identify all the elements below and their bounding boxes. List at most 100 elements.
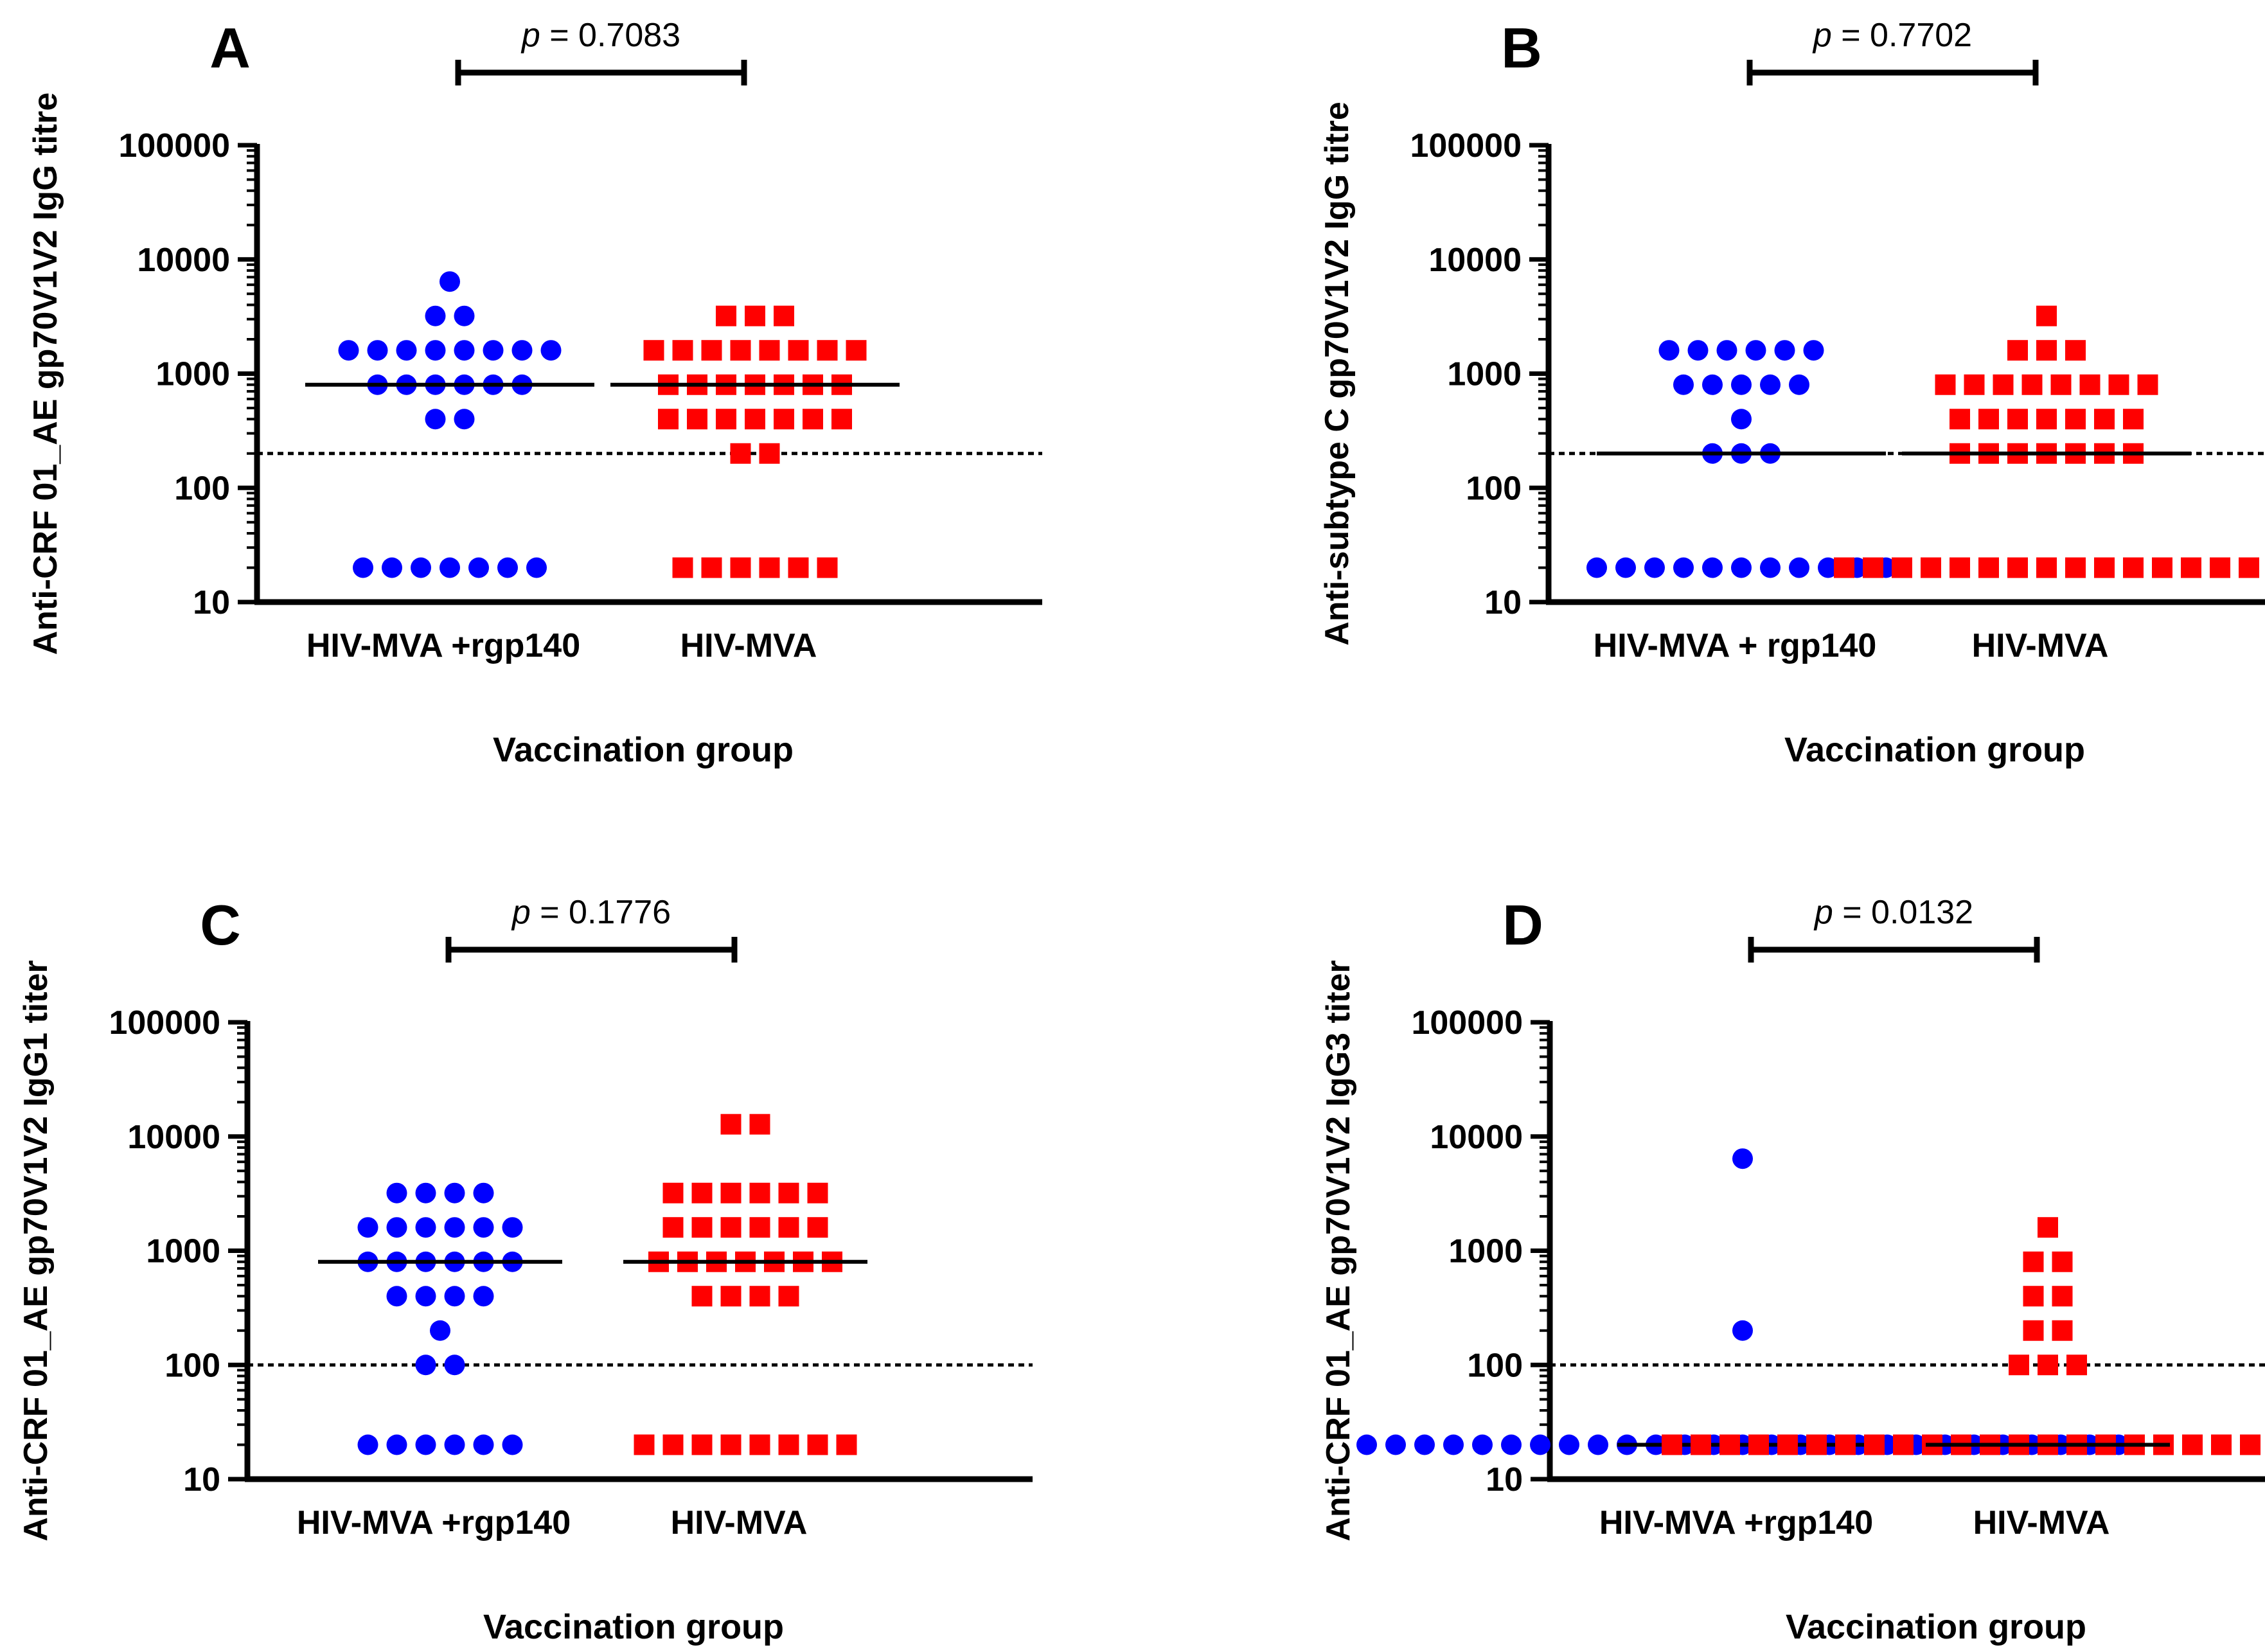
data-point-group-2: [759, 340, 780, 361]
data-point-group-2: [774, 409, 794, 430]
data-point-group-2: [2052, 1320, 2073, 1341]
panel-label: B: [1501, 16, 1542, 80]
data-point-group-2: [2094, 557, 2115, 578]
data-point-group-2: [749, 1286, 770, 1307]
data-point-group-2: [634, 1434, 655, 1455]
data-point-group-1: [1586, 557, 1607, 578]
y-tick-label: 100000: [109, 1004, 220, 1042]
y-tick-label: 10000: [127, 1119, 220, 1156]
y-tick-label: 10000: [137, 242, 230, 279]
data-point-group-2: [662, 1217, 684, 1238]
data-point-group-1: [502, 1434, 523, 1455]
x-axis-label: Vaccination group: [493, 731, 794, 769]
data-point-group-2: [1935, 374, 1956, 395]
data-point-group-2: [720, 1217, 742, 1238]
data-point-group-1: [473, 1434, 494, 1455]
data-point-group-2: [662, 1182, 684, 1203]
data-point-group-1: [1732, 1320, 1753, 1341]
y-tick-label: 10: [193, 584, 230, 621]
x-axis-label: Vaccination group: [1786, 1608, 2086, 1646]
y-axis-label: Anti-CRF 01_AE gp70V1V2 IgG1 titer: [17, 960, 55, 1541]
data-point-group-1: [1731, 374, 1752, 395]
data-point-group-2: [2050, 374, 2072, 395]
panel-a: 10 100 1000 10000 100000 Anti-CRF 01_AE gp70V…: [27, 16, 1042, 769]
data-point-group-2: [643, 340, 664, 361]
data-point-group-2: [2007, 340, 2028, 361]
data-point-group-2: [807, 1182, 828, 1203]
data-point-group-2: [1777, 1434, 1798, 1455]
data-point-group-2: [2066, 1354, 2087, 1376]
data-point-group-1: [411, 557, 431, 578]
data-point-group-2: [807, 1217, 828, 1238]
data-point-group-1: [425, 305, 446, 326]
data-point-group-2: [658, 409, 679, 430]
data-point-group-2: [2021, 374, 2043, 395]
data-point-group-2: [2023, 1251, 2044, 1272]
data-point-group-2: [1863, 557, 1883, 578]
pvalue-value: = 0.0132: [1833, 894, 1973, 931]
data-point-group-2: [1834, 557, 1854, 578]
data-point-group-1: [415, 1217, 436, 1238]
data-point-group-2: [2152, 557, 2172, 578]
pvalue-label: p = 0.0132: [1813, 894, 1973, 931]
data-point-group-1: [1673, 557, 1694, 578]
data-point-group-2: [2211, 1434, 2232, 1455]
data-point-group-1: [415, 1434, 436, 1455]
y-tick-label: 10: [1486, 1461, 1523, 1498]
data-point-group-1: [367, 340, 388, 361]
data-point-group-2: [691, 1182, 713, 1203]
panel-b: 10 100 1000 10000 100000 Anti-subtype C gp70V…: [1319, 16, 2265, 769]
data-point-group-1: [1760, 557, 1781, 578]
data-point-group-2: [778, 1217, 799, 1238]
data-point-group-1: [1702, 557, 1723, 578]
data-point-group-1: [454, 305, 475, 326]
pvalue-value: = 0.1776: [531, 894, 671, 931]
data-point-group-2: [687, 409, 707, 430]
data-point-group-1: [415, 1286, 436, 1307]
data-point-group-2: [817, 557, 838, 578]
data-point-group-1: [1731, 557, 1752, 578]
data-point-group-1: [425, 340, 446, 361]
data-point-group-1: [440, 557, 460, 578]
data-point-group-2: [745, 305, 765, 326]
data-point-group-1: [1588, 1434, 1608, 1455]
data-point-group-2: [2123, 409, 2144, 430]
data-point-group-1: [1530, 1434, 1550, 1455]
data-point-group-2: [720, 1434, 742, 1455]
pvalue-symbol: p: [1812, 17, 1832, 54]
data-point-group-2: [1662, 1434, 1682, 1455]
panel-label: D: [1502, 893, 1543, 957]
data-point-group-1: [415, 1182, 436, 1203]
data-point-group-1: [444, 1286, 465, 1307]
panel-c: 10 100 1000 10000 100000 Anti-CRF 01_AE gp70V…: [17, 893, 1033, 1646]
y-tick-label: 1000: [1447, 356, 1522, 393]
data-point-group-1: [357, 1434, 378, 1455]
data-point-group-2: [846, 340, 867, 361]
x-tick-label-group-2: HIV-MVA: [1973, 1504, 2110, 1541]
data-point-group-1: [1818, 557, 1838, 578]
data-point-group-2: [716, 409, 736, 430]
y-tick-label: 100000: [1411, 1004, 1523, 1042]
data-point-group-2: [1964, 374, 1985, 395]
data-point-group-1: [353, 557, 373, 578]
data-point-group-2: [1978, 409, 1999, 430]
data-point-group-2: [1921, 557, 1941, 578]
data-point-group-2: [691, 1217, 713, 1238]
x-axis-label: Vaccination group: [483, 1608, 784, 1646]
data-point-group-2: [2023, 1320, 2044, 1341]
data-point-group-2: [2079, 374, 2101, 395]
x-tick-label-group-1: HIV-MVA +rgp140: [1599, 1504, 1873, 1541]
data-point-group-2: [2065, 409, 2086, 430]
pvalue-value: = 0.7083: [540, 17, 680, 54]
data-point-group-2: [2052, 1286, 2073, 1307]
y-tick-label: 10: [1484, 584, 1522, 621]
data-point-group-1: [1702, 374, 1723, 395]
data-point-group-1: [386, 1217, 407, 1238]
data-point-group-2: [2023, 1286, 2044, 1307]
data-point-group-1: [1443, 1434, 1464, 1455]
data-point-group-2: [774, 305, 794, 326]
data-point-group-2: [672, 557, 693, 578]
data-point-group-2: [788, 557, 809, 578]
data-point-group-1: [1745, 340, 1766, 361]
